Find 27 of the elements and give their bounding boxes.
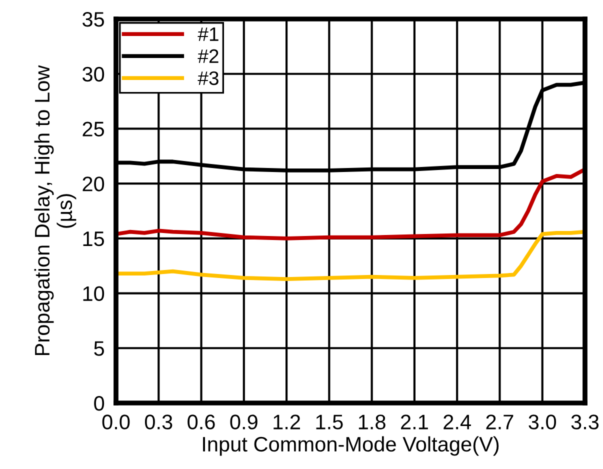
y-tick-label: 5 xyxy=(94,341,104,356)
x-tick-label: 0.9 xyxy=(230,414,258,430)
legend-label: #1 xyxy=(198,27,218,41)
x-tick-label: 2.7 xyxy=(486,414,514,430)
x-tick-label: 2.1 xyxy=(401,414,428,430)
y-tick-label: 25 xyxy=(82,122,104,136)
x-tick-label: 1.5 xyxy=(316,414,343,430)
y-tick-label: 30 xyxy=(82,66,104,82)
y-tick-label: 15 xyxy=(83,232,104,246)
y-tick-label: 0 xyxy=(94,396,104,411)
x-tick-label: 1.8 xyxy=(358,414,386,430)
x-tick-label: 3.0 xyxy=(528,414,556,430)
x-tick-label: 1.2 xyxy=(274,414,300,430)
x-tick-label: 0.0 xyxy=(102,414,130,430)
x-tick-label: 2.4 xyxy=(444,414,471,430)
y-tick-label: 10 xyxy=(83,286,104,302)
x-tick-label: 0.3 xyxy=(144,414,172,430)
x-axis-title: Input Common-Mode Voltage(V) xyxy=(203,436,499,456)
x-tick-label: 0.6 xyxy=(188,414,215,430)
y-axis-title: Propagation Delay, High to Low (µs) xyxy=(34,65,76,356)
line-series xyxy=(116,167,585,240)
y-tick-label: 35 xyxy=(82,12,104,27)
x-tick-label: 3.3 xyxy=(571,414,599,430)
legend-label: #2 xyxy=(198,49,218,63)
y-tick-label: 20 xyxy=(82,176,104,192)
legend-label: #3 xyxy=(198,71,218,86)
line-series xyxy=(116,230,585,281)
